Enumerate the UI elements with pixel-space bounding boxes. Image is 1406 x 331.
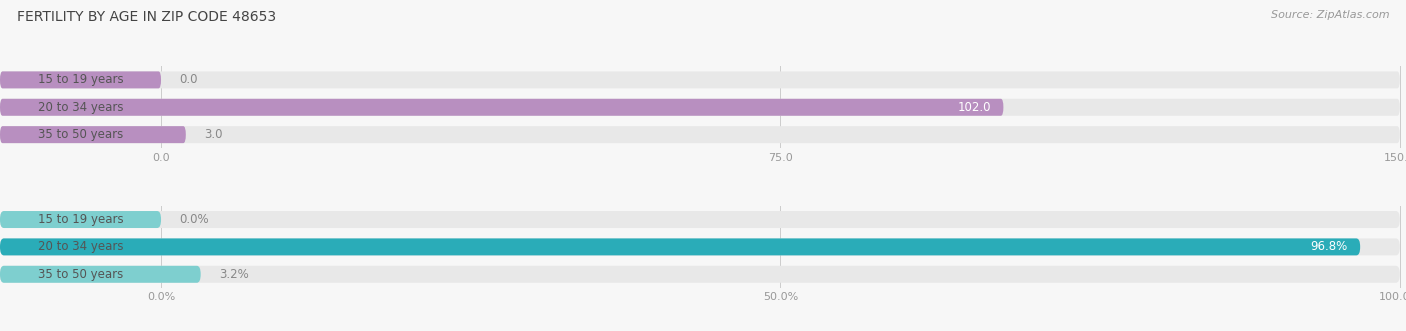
Text: Source: ZipAtlas.com: Source: ZipAtlas.com [1271,10,1389,20]
Text: 20 to 34 years: 20 to 34 years [38,240,124,254]
Text: 102.0: 102.0 [957,101,991,114]
FancyBboxPatch shape [0,211,1400,228]
Text: 0.0: 0.0 [180,73,198,86]
Text: 15 to 19 years: 15 to 19 years [38,73,124,86]
FancyBboxPatch shape [0,71,1400,88]
Text: 3.2%: 3.2% [219,268,249,281]
Text: 3.0: 3.0 [204,128,224,141]
FancyBboxPatch shape [0,238,1360,256]
Text: 96.8%: 96.8% [1310,240,1348,254]
FancyBboxPatch shape [0,99,1004,116]
FancyBboxPatch shape [0,99,1400,116]
FancyBboxPatch shape [0,71,162,88]
FancyBboxPatch shape [0,266,201,283]
Text: 20 to 34 years: 20 to 34 years [38,101,124,114]
FancyBboxPatch shape [0,266,1400,283]
FancyBboxPatch shape [0,211,162,228]
Text: 0.0%: 0.0% [180,213,209,226]
Text: 35 to 50 years: 35 to 50 years [38,268,124,281]
Text: 15 to 19 years: 15 to 19 years [38,213,124,226]
Text: FERTILITY BY AGE IN ZIP CODE 48653: FERTILITY BY AGE IN ZIP CODE 48653 [17,10,276,24]
FancyBboxPatch shape [0,126,186,143]
FancyBboxPatch shape [0,238,1400,256]
FancyBboxPatch shape [0,126,1400,143]
Text: 35 to 50 years: 35 to 50 years [38,128,124,141]
